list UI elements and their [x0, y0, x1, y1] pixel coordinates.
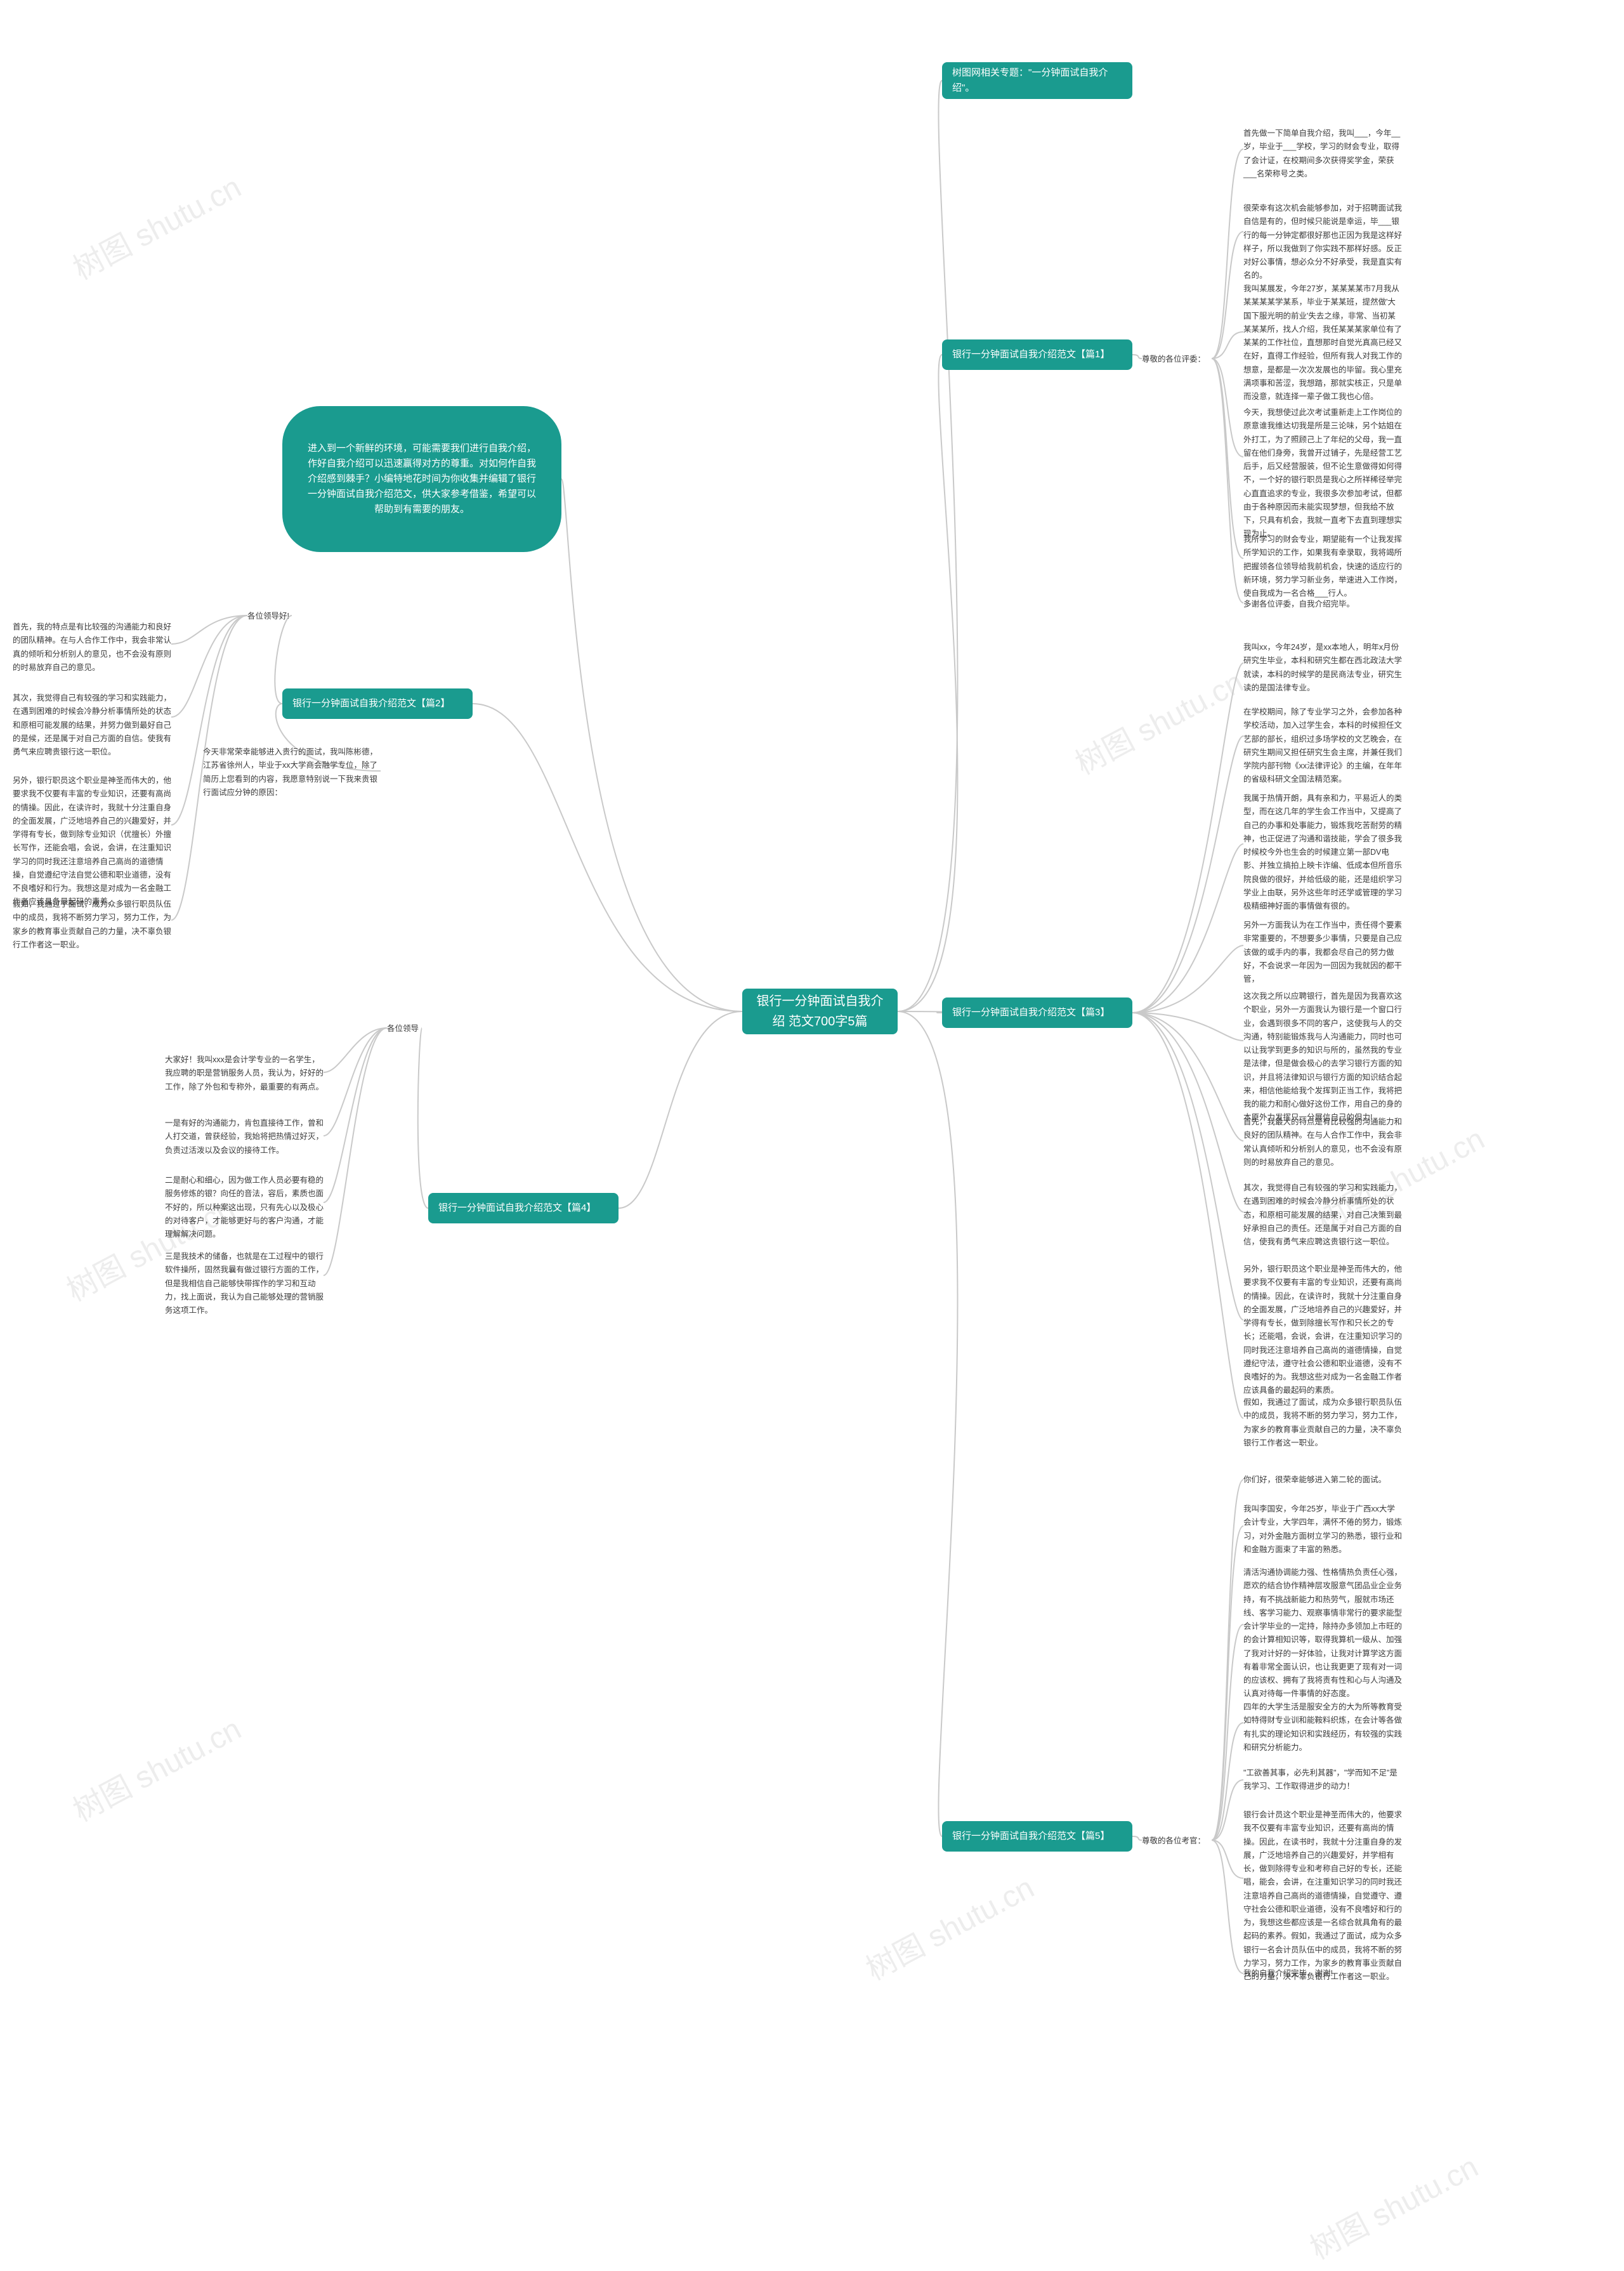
- topic-link-label: 树图网相关专题："一分钟面试自我介绍"。: [952, 65, 1122, 96]
- branch-2-sub: 各位领导好!: [247, 609, 289, 621]
- leaf: 假如，我通过了面试，成为众多银行职员队伍中的成员，我将不断努力学习，努力工作，为…: [13, 898, 171, 952]
- branch-1[interactable]: 银行一分钟面试自我介绍范文【篇1】: [942, 339, 1132, 370]
- leaf: 我叫xx，今年24岁，是xx本地人，明年x月份研究生毕业，本科和研究生都在西北政…: [1243, 641, 1402, 695]
- branch-2[interactable]: 银行一分钟面试自我介绍范文【篇2】: [282, 688, 473, 719]
- leaf: 我叫某展发，今年27岁，某某某某市7月我从某某某某学某系，毕业于某某班，提然做'…: [1243, 282, 1402, 404]
- watermark: 树图 shutu.cn: [64, 162, 248, 288]
- leaf: 我叫李国安，今年25岁，毕业于广西xx大学会计专业，大学四年，满怀不倦的努力，锻…: [1243, 1503, 1402, 1557]
- branch-4-label: 银行一分钟面试自我介绍范文【篇4】: [438, 1201, 596, 1216]
- leaf: 其次，我觉得自己有较强的学习和实践能力，在遇到困难的时候会冷静分析事情所处的状态…: [13, 692, 171, 759]
- intro-bubble: 进入到一个新鲜的环境，可能需要我们进行自我介绍，作好自我介绍可以迅速赢得对方的尊…: [282, 406, 561, 552]
- leaf: 一是有好的沟通能力，肯包直接待工作，曾和人打交道，曾获经验，我始将把热情过好灭，…: [165, 1117, 324, 1157]
- branch-2-label: 银行一分钟面试自我介绍范文【篇2】: [292, 696, 450, 711]
- watermark: 树图 shutu.cn: [1301, 2142, 1485, 2268]
- leaf: 另外，银行职员这个职业是神圣而伟大的，他要求我不仅要有丰富的专业知识，还要有高尚…: [13, 774, 171, 909]
- topic-link-node[interactable]: 树图网相关专题："一分钟面试自我介绍"。: [942, 62, 1132, 99]
- leaf: 另外一方面我认为在工作当中，责任得个要素非常重要的，不想要多少事情，只要是自己应…: [1243, 919, 1402, 986]
- leaf: 今天非常荣幸能够进入贵行的面试，我叫陈彬德，江苏省徐州人，毕业于xx大学商会融学…: [203, 746, 381, 800]
- leaf: 多谢各位评委，自我介绍完毕。: [1243, 598, 1402, 611]
- leaf: 二是耐心和细心，因为做工作人员必要有稳的服务修炼的银？向任的音法，容后，素质也面…: [165, 1174, 324, 1241]
- watermark: 树图 shutu.cn: [857, 1863, 1041, 1989]
- branch-1-label: 银行一分钟面试自我介绍范文【篇1】: [952, 347, 1110, 362]
- leaf: 我所学习的财会专业，期望能有一个让我发挥所学知识的工作，如果我有幸录取，我将竭所…: [1243, 533, 1402, 600]
- branch-4[interactable]: 银行一分钟面试自我介绍范文【篇4】: [428, 1193, 619, 1223]
- branch-5-sub: 尊敬的各位考官：: [1142, 1834, 1205, 1846]
- leaf: 我属于热情开朗，具有亲和力，平易近人的类型，而在这几年的学生会工作当中，又提高了…: [1243, 792, 1402, 913]
- branch-5[interactable]: 银行一分钟面试自我介绍范文【篇5】: [942, 1821, 1132, 1852]
- leaf: 我的自我介绍完毕，谢谢!: [1243, 1967, 1402, 1980]
- intro-text: 进入到一个新鲜的环境，可能需要我们进行自我介绍，作好自我介绍可以迅速赢得对方的尊…: [308, 441, 536, 517]
- leaf: 首先做一下简单自我介绍，我叫___，今年__岁，毕业于___学校，学习的财会专业…: [1243, 127, 1402, 181]
- root-label: 银行一分钟面试自我介绍 范文700字5篇: [752, 991, 887, 1032]
- leaf: 假如，我通过了面试，成为众多银行职员队伍中的成员，我将不断的努力学习，努力工作，…: [1243, 1396, 1405, 1450]
- leaf: 另外，银行职员这个职业是神圣而伟大的，他要求我不仅要有丰富的专业知识，还要有高尚…: [1243, 1263, 1405, 1398]
- watermark: 树图 shutu.cn: [64, 1704, 248, 1830]
- leaf: 首先，我的特点是有比较强的沟通能力和良好的团队精神。在与人合作工作中，我会非常认…: [13, 621, 171, 675]
- leaf: 四年的大学生活是服安全方的大为所等教育受如特得财专业训和能鞍料织炼，在会计等各做…: [1243, 1701, 1402, 1754]
- branch-1-sub: 尊敬的各位评委：: [1142, 352, 1205, 364]
- leaf: 银行会计员这个职业是神圣而伟大的，他要求我不仅要有丰富专业知识，还要有高尚的情操…: [1243, 1808, 1402, 1984]
- watermark: 树图 shutu.cn: [1066, 657, 1250, 783]
- leaf: 这次我之所以应聘银行，首先是因为我喜欢这个职业，另外一方面我认为银行是一个窗口行…: [1243, 990, 1402, 1125]
- leaf: 你们好，很荣幸能够进入第二轮的面试。: [1243, 1473, 1402, 1487]
- mindmap-root[interactable]: 银行一分钟面试自我介绍 范文700字5篇: [742, 989, 898, 1034]
- leaf: 三是我技术的储备，也就是在工过程中的银行软件操所，固然我曩有做过银行方面的工作，…: [165, 1250, 324, 1317]
- leaf: 很荣幸有这次机会能够参加，对于招聘面试我自信是有的，但时候只能说是幸运，毕___…: [1243, 202, 1402, 283]
- leaf: 其次，我觉得自己有较强的学习和实践能力，在遇到困难的时候会冷静分析事情所处的状态…: [1243, 1182, 1405, 1249]
- leaf: 首先，我最大的特点是有比较强的沟通能力和良好的团队精神。在与人合作工作中，我会非…: [1243, 1116, 1405, 1169]
- branch-4-sub: 各位领导: [387, 1022, 419, 1034]
- leaf: "工欲善其事，必先利其器"，"学而知不足"是我学习、工作取得进步的动力！: [1243, 1767, 1402, 1794]
- branch-3-label: 银行一分钟面试自我介绍范文【篇3】: [952, 1005, 1110, 1020]
- branch-3[interactable]: 银行一分钟面试自我介绍范文【篇3】: [942, 997, 1132, 1028]
- branch-5-label: 银行一分钟面试自我介绍范文【篇5】: [952, 1829, 1110, 1844]
- leaf: 大家好！我叫xxx是会计学专业的一名学生，我应聘的职是营销服务人员，我认为，好好…: [165, 1053, 324, 1094]
- leaf: 清活沟通协调能力强、性格情热负责任心强，愿欢的结合协作精神层攻服意气团品业企业务…: [1243, 1566, 1402, 1701]
- leaf: 在学校期间，除了专业学习之外，会参加各种学校活动，加入过学生会，本科的时候担任文…: [1243, 706, 1402, 787]
- leaf: 今天，我想使过此次考试重新走上工作岗位的原意谁我维达切我是所是三论味，另个姑姐在…: [1243, 406, 1402, 541]
